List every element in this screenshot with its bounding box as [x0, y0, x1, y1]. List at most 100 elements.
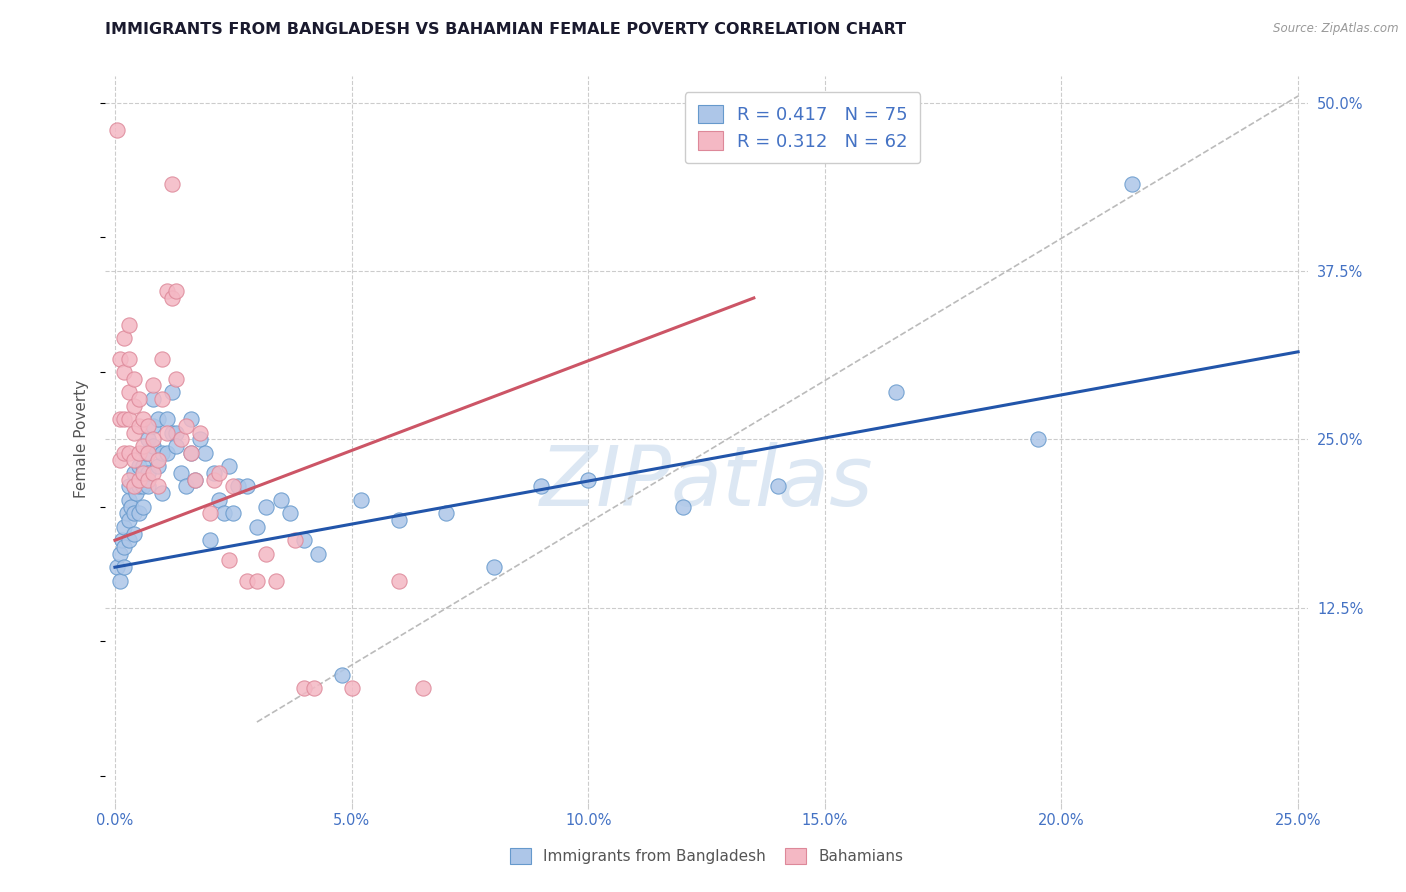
Point [302, 681, 325, 696]
Point [129, 473, 152, 487]
Point [884, 385, 907, 400]
Point [118, 513, 141, 527]
Point [112, 412, 135, 426]
Point [122, 425, 145, 440]
Point [198, 533, 221, 548]
Point [165, 439, 187, 453]
Point [412, 681, 434, 696]
Point [105, 122, 128, 136]
Point [132, 459, 155, 474]
Point [170, 433, 193, 447]
Point [254, 547, 277, 561]
Point [307, 547, 329, 561]
Point [112, 331, 135, 345]
Point [108, 452, 131, 467]
Point [136, 473, 159, 487]
Point [111, 533, 134, 548]
Point [108, 412, 131, 426]
Point [292, 533, 315, 548]
Point [118, 351, 141, 366]
Point [246, 574, 269, 588]
Point [112, 365, 135, 379]
Point [202, 473, 225, 487]
Point [236, 574, 259, 588]
Point [160, 425, 183, 440]
Point [184, 473, 207, 487]
Point [165, 372, 187, 386]
Point [180, 446, 202, 460]
Point [125, 486, 148, 500]
Point [118, 492, 141, 507]
Point [146, 452, 169, 467]
Point [246, 520, 269, 534]
Point [1121, 177, 1143, 191]
Point [142, 439, 165, 453]
Point [434, 507, 457, 521]
Point [222, 479, 245, 493]
Point [208, 466, 231, 480]
Point [122, 452, 145, 467]
Point [184, 473, 207, 487]
Point [128, 473, 150, 487]
Point [122, 479, 145, 493]
Point [118, 385, 141, 400]
Point [132, 412, 155, 426]
Point [108, 547, 131, 561]
Point [156, 446, 179, 460]
Point [112, 560, 135, 574]
Point [118, 533, 141, 548]
Point [672, 500, 695, 514]
Point [112, 540, 135, 554]
Point [150, 392, 173, 406]
Point [340, 681, 363, 696]
Point [132, 479, 155, 493]
Point [160, 385, 183, 400]
Point [118, 473, 141, 487]
Point [270, 492, 292, 507]
Point [156, 284, 179, 298]
Point [142, 418, 165, 433]
Point [118, 446, 141, 460]
Point [160, 291, 183, 305]
Point [194, 446, 217, 460]
Point [142, 392, 165, 406]
Point [142, 433, 165, 447]
Point [388, 574, 411, 588]
Point [264, 574, 287, 588]
Point [160, 177, 183, 191]
Point [128, 446, 150, 460]
Text: IMMIGRANTS FROM BANGLADESH VS BAHAMIAN FEMALE POVERTY CORRELATION CHART: IMMIGRANTS FROM BANGLADESH VS BAHAMIAN F… [105, 22, 907, 37]
Point [202, 466, 225, 480]
Point [108, 351, 131, 366]
Point [226, 479, 249, 493]
Point [115, 507, 138, 521]
Point [284, 533, 307, 548]
Point [188, 433, 211, 447]
Point [105, 560, 128, 574]
Point [180, 446, 202, 460]
Point [150, 351, 173, 366]
Point [146, 459, 169, 474]
Point [208, 492, 231, 507]
Point [766, 479, 789, 493]
Point [212, 507, 235, 521]
Point [136, 446, 159, 460]
Point [122, 479, 145, 493]
Point [136, 433, 159, 447]
Point [388, 513, 411, 527]
Point [122, 466, 145, 480]
Point [128, 392, 150, 406]
Point [122, 507, 145, 521]
Point [292, 681, 315, 696]
Point [132, 500, 155, 514]
Point [132, 466, 155, 480]
Point [530, 479, 553, 493]
Point [118, 318, 141, 332]
Point [146, 412, 169, 426]
Point [156, 425, 179, 440]
Point [135, 446, 157, 460]
Point [222, 507, 245, 521]
Point [122, 399, 145, 413]
Point [122, 526, 145, 541]
Point [128, 459, 150, 474]
